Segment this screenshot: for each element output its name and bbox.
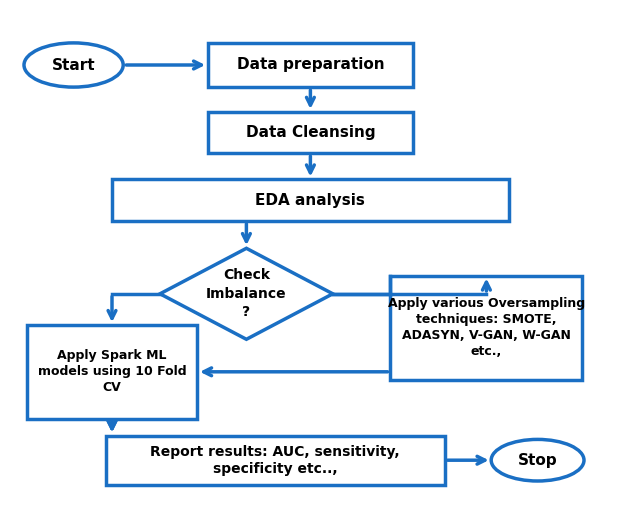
Text: EDA analysis: EDA analysis — [255, 193, 365, 207]
Text: Apply Spark ML
models using 10 Fold
CV: Apply Spark ML models using 10 Fold CV — [38, 349, 186, 394]
Text: Data preparation: Data preparation — [237, 58, 384, 72]
FancyBboxPatch shape — [27, 325, 197, 419]
Text: Report results: AUC, sensitivity,
specificity etc..,: Report results: AUC, sensitivity, specif… — [150, 445, 400, 476]
Text: Check
Imbalance
?: Check Imbalance ? — [206, 268, 287, 319]
FancyBboxPatch shape — [106, 436, 445, 485]
Ellipse shape — [492, 439, 584, 481]
FancyBboxPatch shape — [112, 179, 509, 221]
Text: Stop: Stop — [518, 453, 557, 467]
FancyBboxPatch shape — [390, 276, 582, 380]
Text: Data Cleansing: Data Cleansing — [246, 125, 375, 140]
Polygon shape — [160, 249, 333, 339]
FancyBboxPatch shape — [208, 43, 413, 87]
Text: Apply various Oversampling
techniques: SMOTE,
ADASYN, V-GAN, W-GAN
etc.,: Apply various Oversampling techniques: S… — [388, 297, 585, 358]
FancyBboxPatch shape — [208, 112, 413, 153]
Text: Start: Start — [52, 58, 95, 72]
Ellipse shape — [24, 43, 124, 87]
